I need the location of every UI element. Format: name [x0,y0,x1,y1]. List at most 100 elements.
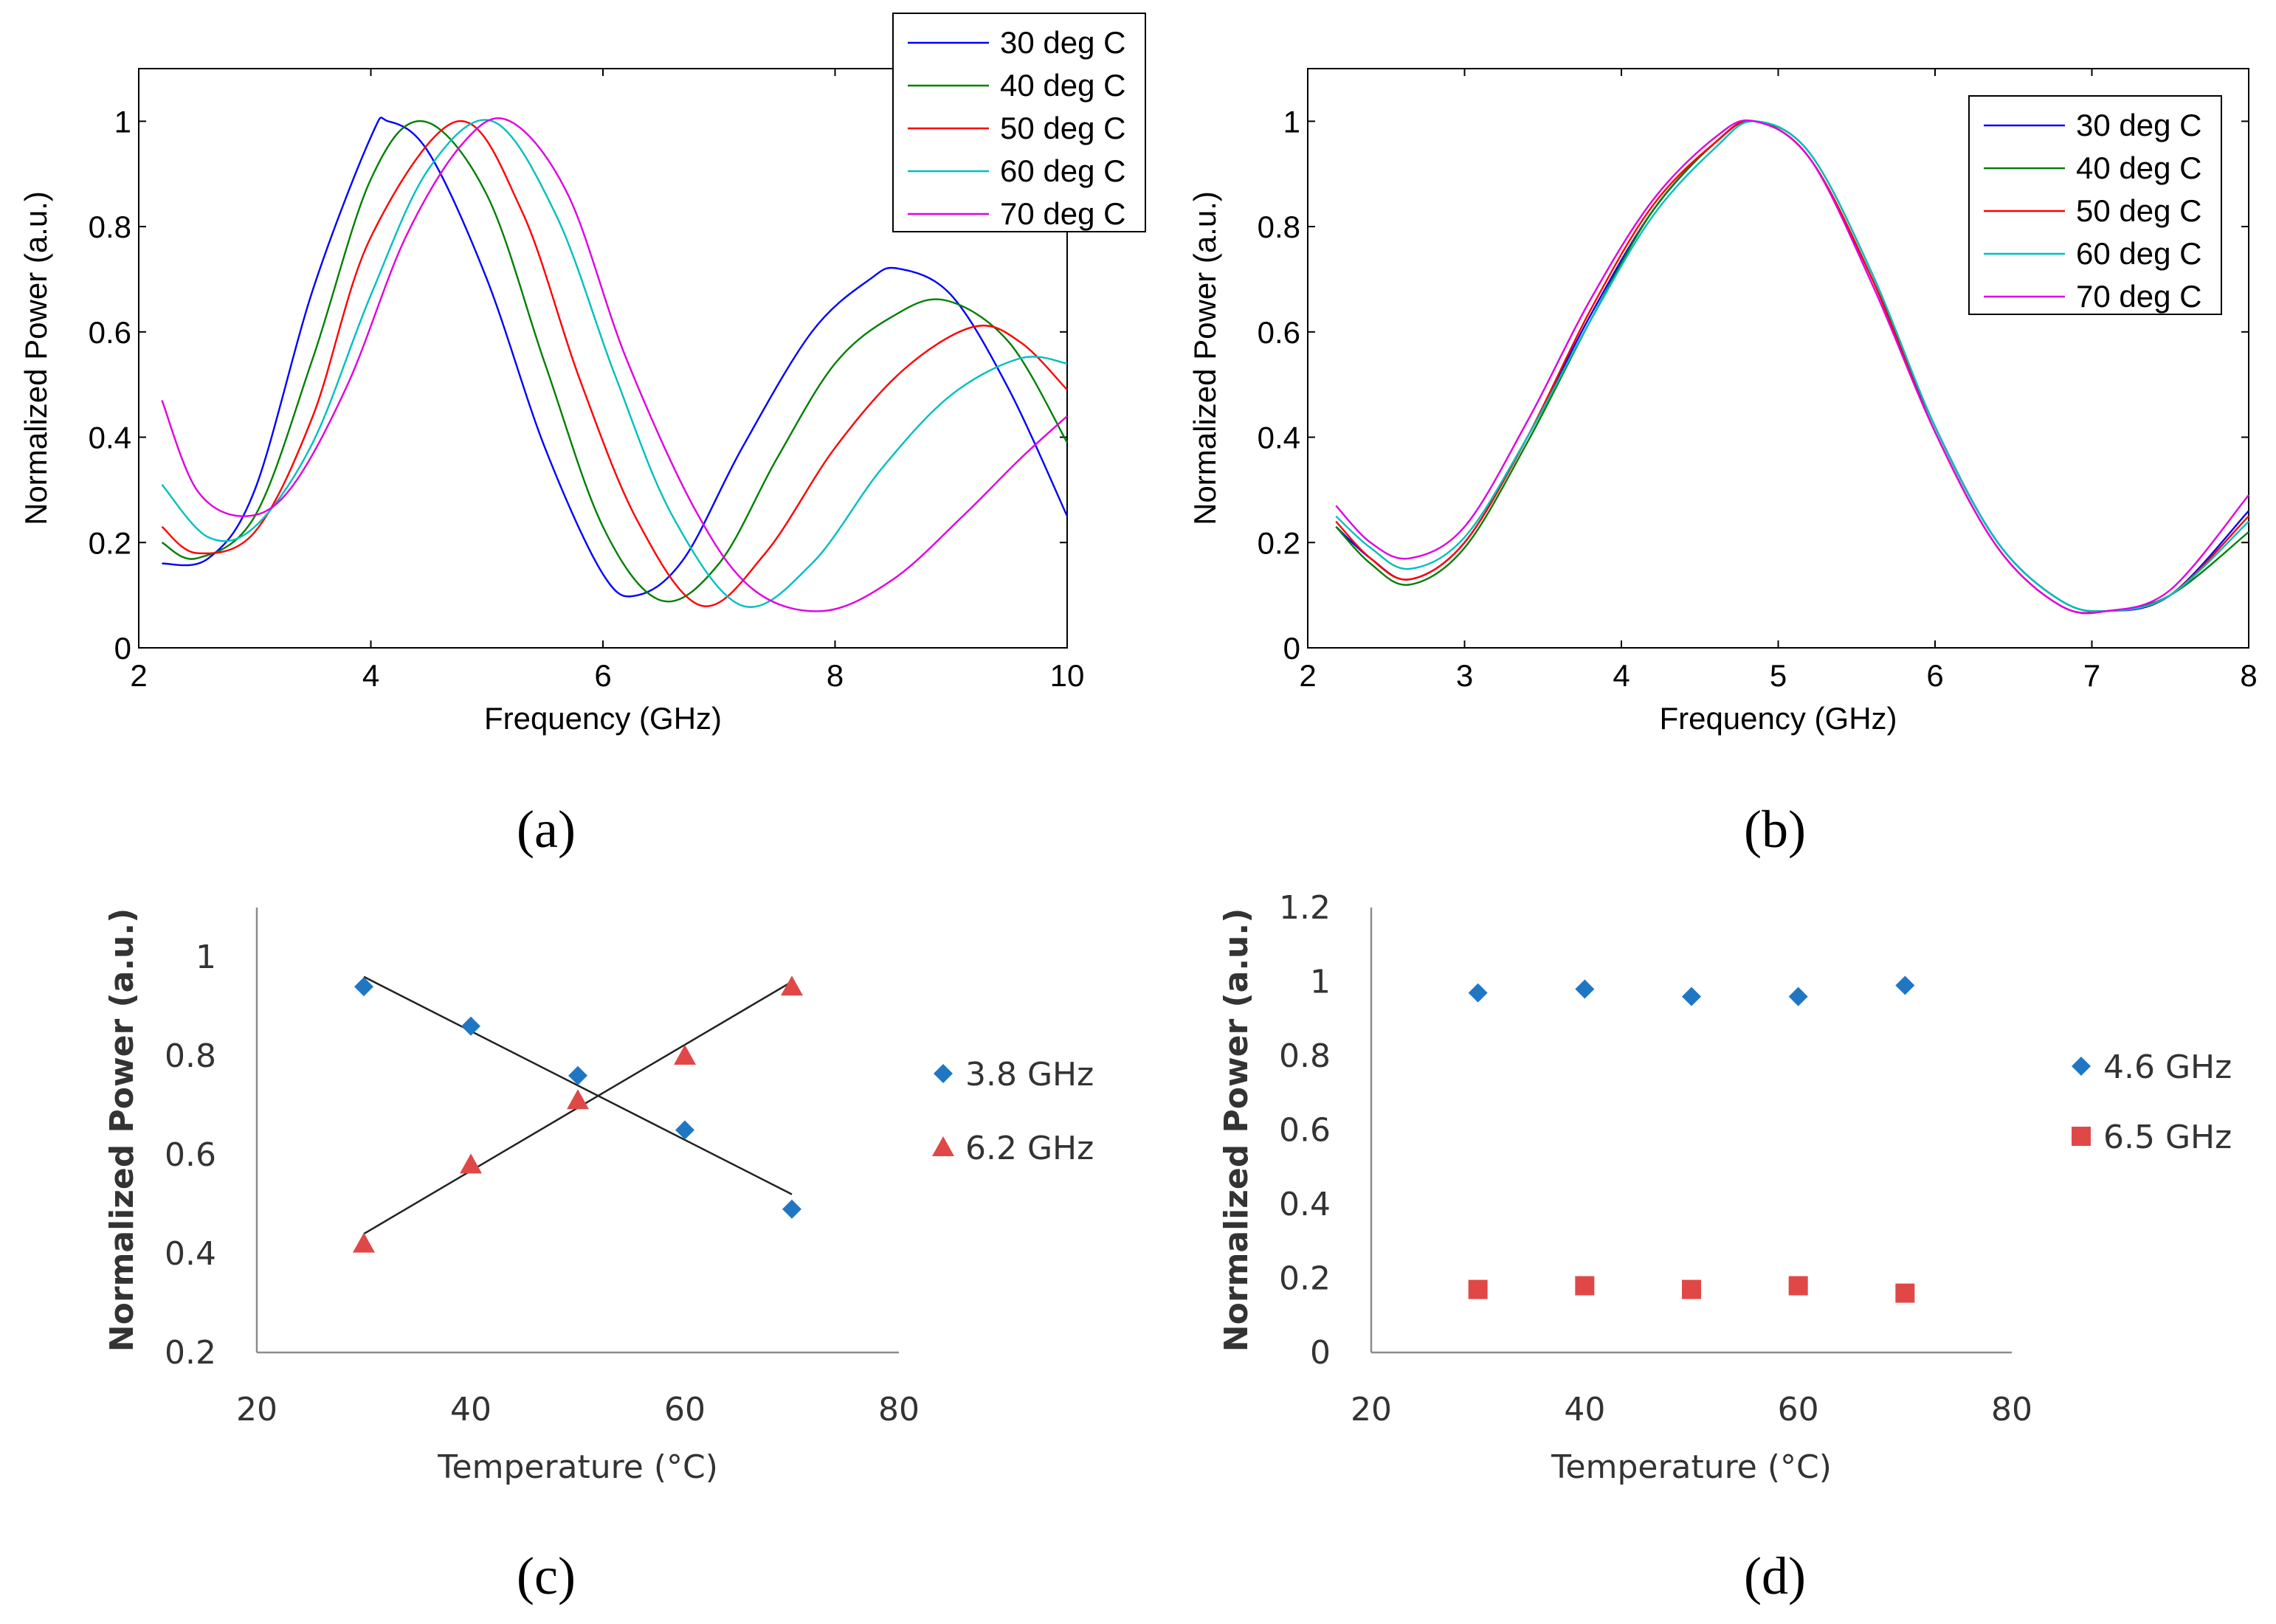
data-point [1468,983,1488,1003]
legend-label: 50 deg C [2076,193,2201,228]
x-axis-label: Temperature (°C) [437,1448,718,1486]
legend-label: 70 deg C [1000,196,1125,231]
data-point [782,1199,801,1219]
x-tick-label: 4 [362,658,379,693]
trend-line [363,975,793,1195]
x-tick-label: 60 [664,1391,706,1428]
y-tick-label: 0.2 [1279,1260,1331,1298]
y-tick-label: 0.4 [1258,421,1300,455]
legend-label: 60 deg C [2076,236,2201,271]
caption-c: (c) [517,1547,576,1606]
data-point [1895,1283,1915,1303]
y-tick-label: 0 [114,631,131,666]
data-point [675,1120,694,1140]
x-tick-label: 7 [2083,658,2100,693]
y-axis-label: Normalized Power (a.u.) [103,908,141,1352]
x-tick-label: 40 [450,1391,492,1428]
data-point [353,1232,375,1253]
y-tick-label: 1 [196,939,216,976]
y-tick-label: 1 [1310,964,1331,1001]
x-tick-label: 8 [827,658,844,693]
x-tick-label: 2 [130,658,147,693]
y-axis-label: Normalized Power (a.u.) [1218,908,1255,1352]
y-tick-label: 0.6 [1258,315,1300,350]
legend-label: 30 deg C [1000,25,1125,60]
legend-label: 70 deg C [2076,279,2201,314]
legend-label: 60 deg C [1000,153,1125,188]
data-point [1682,987,1701,1006]
series-line-60-deg-C [161,119,1068,608]
data-point [354,977,373,997]
legend-marker [934,1064,953,1083]
legend-label: 40 deg C [1000,68,1125,103]
series-line-50-deg-C [161,120,1068,607]
legend-label: 30 deg C [2076,108,2201,142]
legend-marker [2072,1127,2091,1146]
data-point [1468,1279,1488,1299]
series-line-70-deg-C [1335,119,2249,615]
x-tick-label: 6 [1926,658,1943,693]
y-tick-label: 0.4 [89,421,131,455]
legend-marker [932,1136,954,1156]
data-point [674,1045,696,1065]
data-point [1788,1276,1808,1296]
data-point [1895,975,1915,995]
x-tick-label: 80 [878,1391,920,1428]
legend-label: 50 deg C [1000,111,1125,145]
x-tick-label: 2 [1299,658,1316,693]
y-axis-label: Normalized Power (a.u.) [18,191,53,525]
legend-label: 40 deg C [2076,151,2201,185]
y-tick-label: 0.2 [1258,525,1300,560]
data-point [460,1153,482,1174]
chart-c: 20 40 60 80 0.2 0.4 0.6 0.8 1 Temperature (°C) Nor… [103,908,1094,1486]
caption-b: (b) [1744,800,1806,859]
x-tick-label: 5 [1770,658,1787,693]
y-tick-label: 0.8 [1279,1037,1331,1075]
chart-a: 2 4 6 8 10 0 0.2 0.4 0.6 0.8 1 Frequency (GHz) Norma… [18,13,1146,736]
y-tick-label: 0.4 [165,1235,216,1273]
data-point [1788,987,1808,1006]
y-tick-label: 0.6 [89,315,131,350]
y-tick-label: 0.6 [1279,1112,1331,1150]
x-tick-label: 20 [1351,1391,1392,1428]
data-point [781,975,803,996]
x-axis-label: Temperature (°C) [1551,1448,1832,1486]
y-tick-label: 1.2 [1279,889,1331,927]
x-tick-label: 8 [2240,658,2257,693]
legend-label: 6.5 GHz [2103,1119,2232,1156]
legend-marker [2072,1057,2091,1076]
data-point [1575,979,1595,999]
legend-label: 3.8 GHz [965,1056,1094,1093]
legend-label: 4.6 GHz [2103,1048,2232,1086]
y-tick-label: 1 [114,104,131,139]
data-point [1682,1279,1701,1299]
chart-d: 20 40 60 80 0 0.2 0.4 0.6 0.8 1 1.2 Temperature (°C… [1218,889,2232,1486]
y-tick-label: 0.8 [1258,210,1300,244]
data-point [567,1089,589,1110]
y-tick-label: 0.2 [165,1334,216,1372]
y-tick-label: 0.4 [1279,1186,1331,1223]
x-tick-label: 60 [1778,1391,1819,1428]
x-tick-label: 4 [1613,658,1630,693]
x-tick-label: 10 [1050,658,1085,693]
series-line-40-deg-C [161,120,1069,603]
y-tick-label: 0 [1283,631,1300,666]
x-tick-label: 40 [1564,1391,1605,1428]
caption-d: (d) [1744,1547,1806,1606]
legend-box [1968,95,2222,315]
caption-a: (a) [517,800,576,859]
y-tick-label: 0 [1310,1334,1331,1372]
series-line-70-deg-C [161,117,1068,612]
y-tick-label: 0.6 [165,1136,216,1174]
y-tick-label: 0.8 [165,1037,216,1075]
legend-box [892,13,1146,232]
x-axis-label: Frequency (GHz) [1659,701,1897,736]
x-axis-label: Frequency (GHz) [484,701,722,736]
y-tick-label: 0.2 [89,525,131,560]
x-tick-label: 6 [594,658,611,693]
data-point [461,1016,480,1036]
legend-label: 6.2 GHz [965,1130,1094,1167]
x-tick-label: 20 [236,1391,277,1428]
series-line-30-deg-C [162,117,1069,598]
